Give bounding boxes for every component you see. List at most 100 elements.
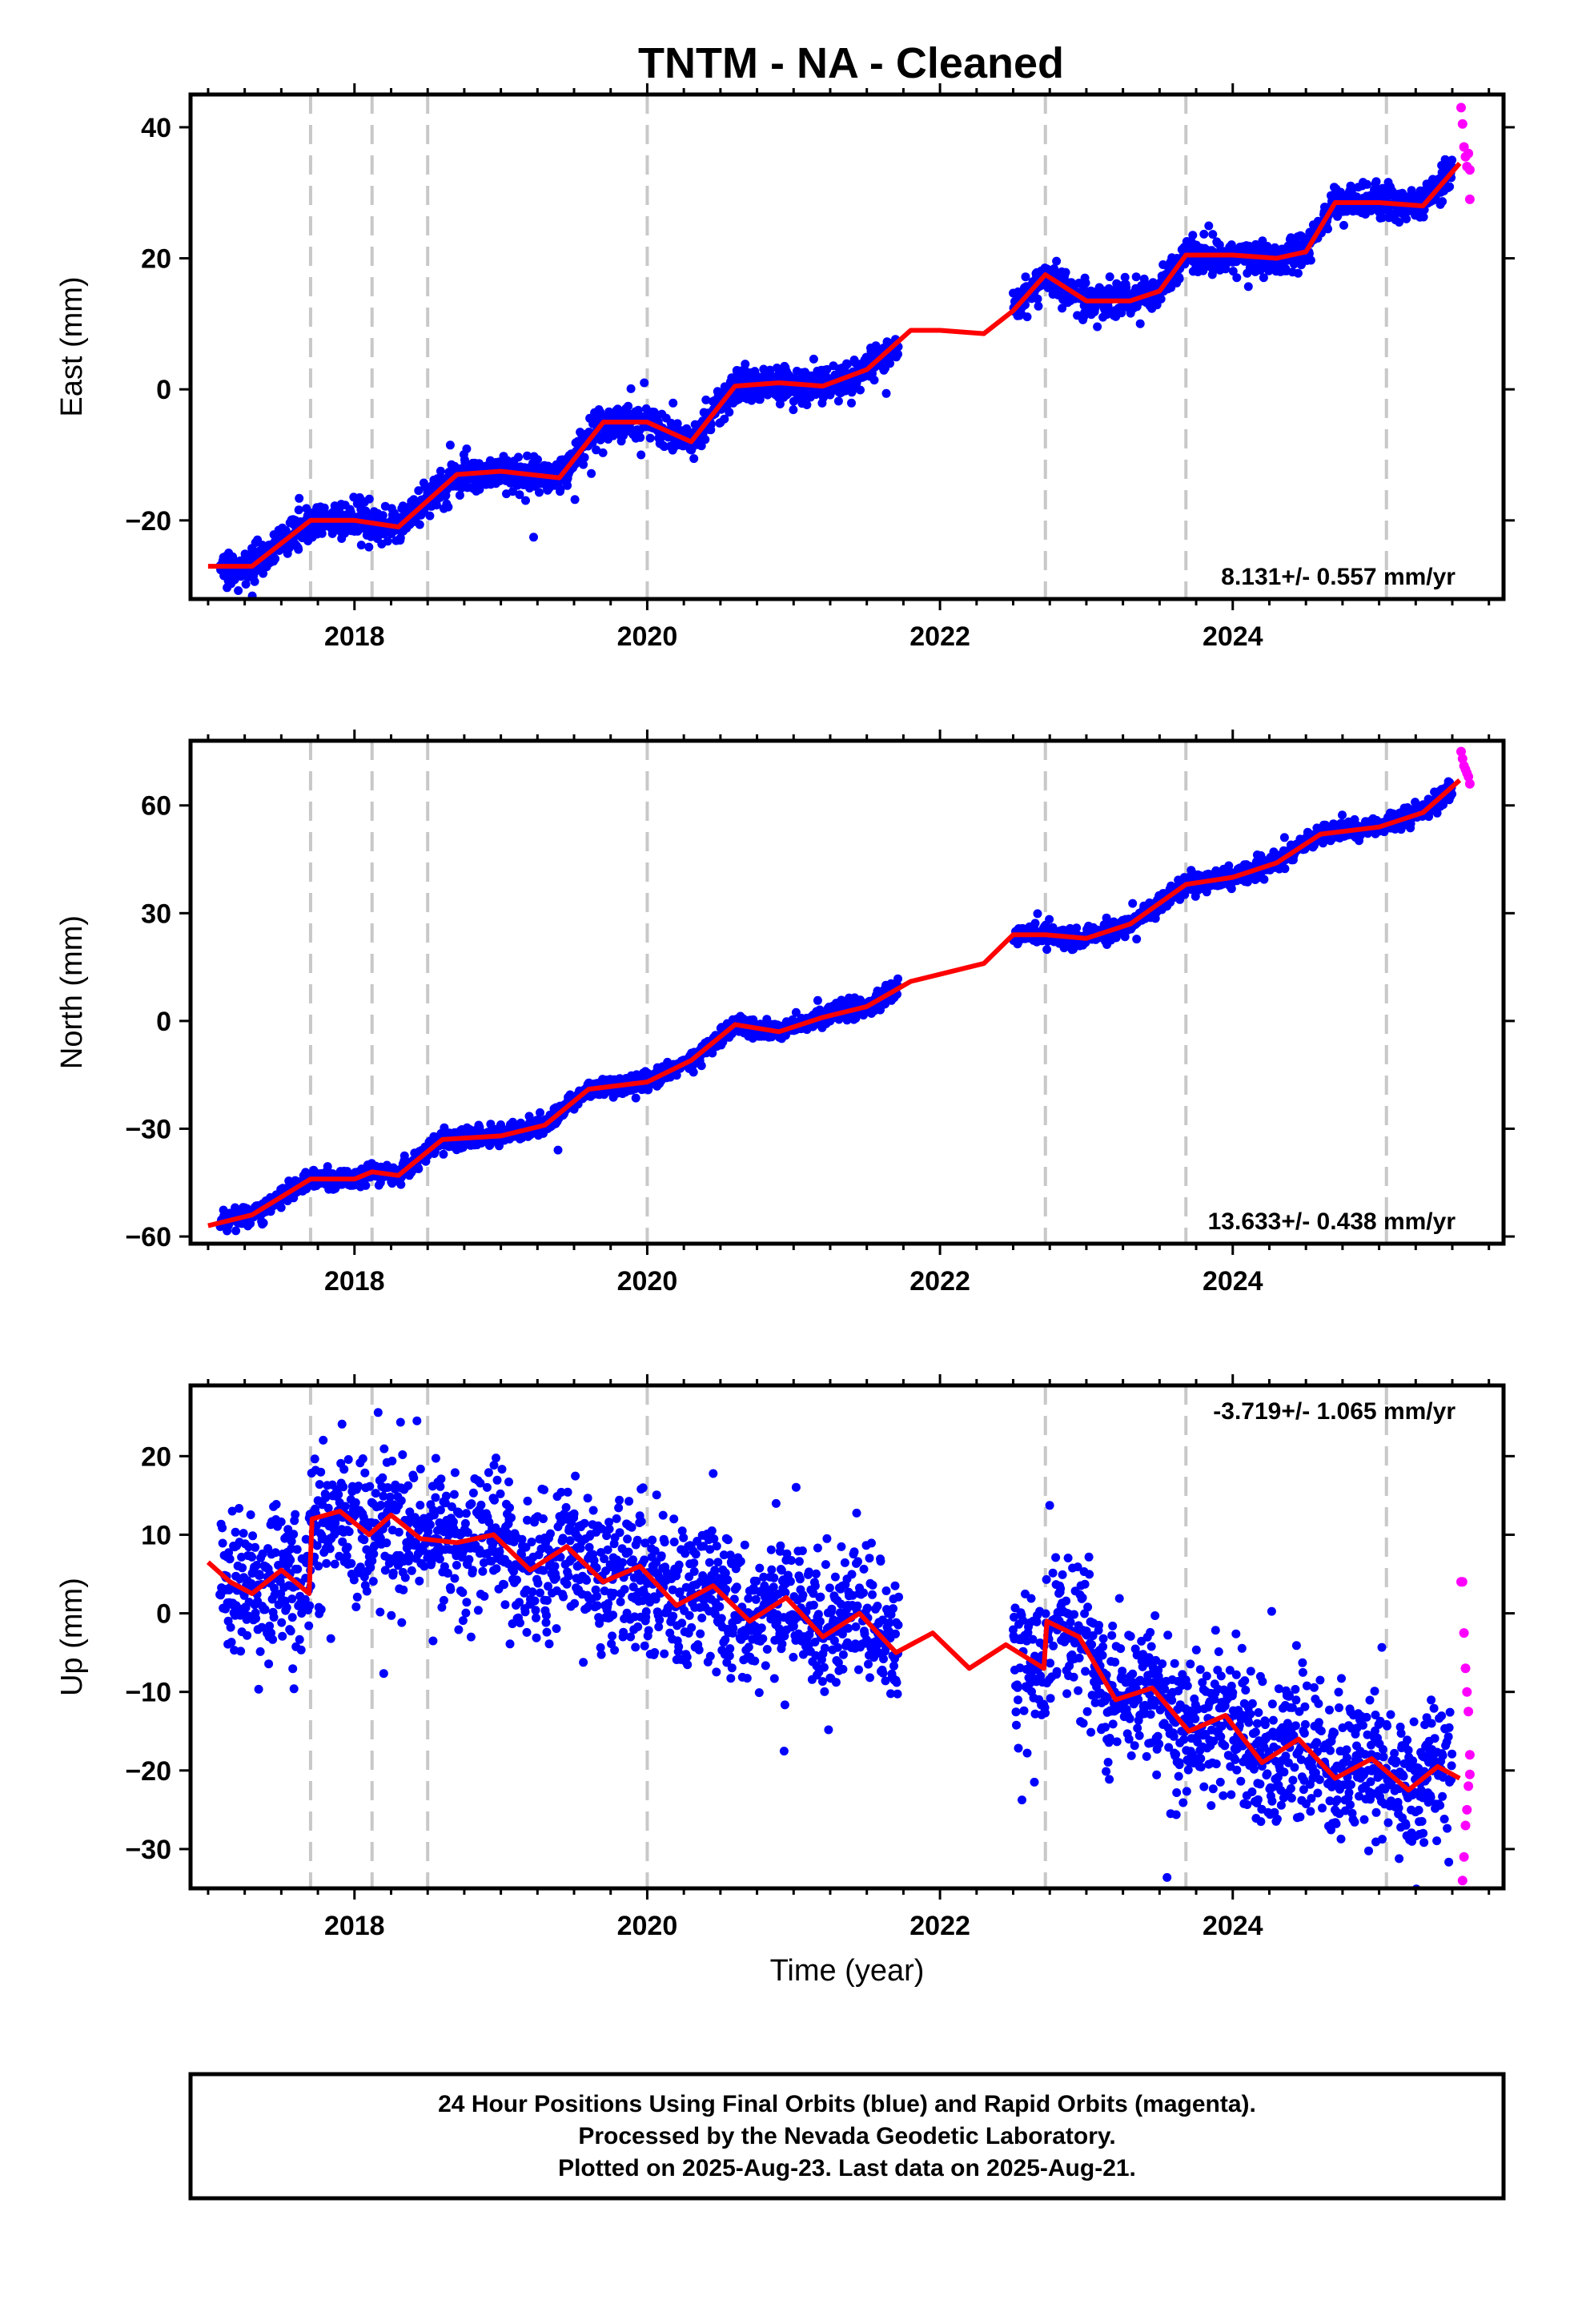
data-point <box>1419 212 1428 222</box>
data-point <box>1378 213 1387 223</box>
data-point <box>720 414 729 424</box>
data-point <box>631 1093 640 1103</box>
data-point <box>1224 861 1234 870</box>
data-point <box>636 432 645 442</box>
data-point <box>587 468 596 478</box>
data-point <box>1286 233 1295 243</box>
data-point <box>508 487 517 497</box>
data-point <box>881 388 891 398</box>
data-point <box>1093 322 1102 332</box>
data-point <box>1045 915 1054 924</box>
data-point <box>775 400 785 408</box>
data-point <box>425 511 435 521</box>
data-point <box>1280 864 1290 874</box>
y-tick-label: −20 <box>125 506 171 537</box>
data-point <box>570 495 580 505</box>
data-point <box>1445 182 1455 191</box>
rapid-point <box>1464 194 1475 204</box>
data-point <box>1120 932 1130 942</box>
data-point <box>833 396 843 406</box>
y-tick-label: 20 <box>141 244 171 275</box>
x-tick-label: 2020 <box>617 621 678 652</box>
y-tick-label: 40 <box>141 113 171 143</box>
data-point <box>259 1218 268 1228</box>
data-point <box>1263 242 1272 251</box>
data-point <box>536 1108 544 1117</box>
data-point <box>414 1164 424 1173</box>
data-point <box>1156 294 1166 304</box>
data-point <box>802 400 812 409</box>
data-point <box>1180 890 1190 899</box>
east-frame <box>188 92 1506 601</box>
data-point <box>294 545 303 554</box>
data-point <box>378 511 387 521</box>
data-point <box>669 398 678 408</box>
east-plot-area <box>207 94 1475 599</box>
data-point <box>535 488 544 497</box>
data-point <box>619 431 628 440</box>
data-point <box>1034 301 1043 311</box>
data-point <box>445 440 455 450</box>
data-point <box>1033 294 1042 304</box>
data-point <box>701 395 711 404</box>
data-point <box>1371 177 1381 187</box>
data-point <box>1030 919 1040 928</box>
data-point <box>856 385 865 395</box>
data-point <box>1293 268 1303 278</box>
data-point <box>521 496 530 505</box>
data-point <box>364 494 374 504</box>
data-point <box>1033 909 1042 919</box>
data-point <box>701 435 710 444</box>
data-point <box>1208 230 1218 239</box>
data-point <box>1402 214 1411 223</box>
data-point <box>356 541 366 550</box>
data-point <box>1199 266 1208 275</box>
x-tick-label: 2024 <box>1203 621 1263 652</box>
data-point <box>415 520 424 529</box>
data-point <box>524 1112 534 1121</box>
data-point <box>556 485 565 494</box>
data-point <box>789 405 798 415</box>
data-point <box>295 493 304 503</box>
data-point <box>1021 272 1030 282</box>
data-point <box>645 433 655 443</box>
data-point <box>1199 229 1209 239</box>
north-final-orbit-points <box>215 777 1457 1236</box>
data-point <box>1204 221 1214 231</box>
data-point <box>436 466 445 476</box>
data-point <box>1132 935 1142 944</box>
data-point <box>523 451 532 460</box>
data-point <box>1395 218 1404 227</box>
data-point <box>1139 274 1149 283</box>
data-point <box>626 384 636 393</box>
data-point <box>1243 282 1253 292</box>
data-point <box>250 577 259 586</box>
data-point <box>361 1180 371 1190</box>
data-point <box>383 537 392 546</box>
data-point <box>1339 220 1348 230</box>
data-point <box>234 586 243 595</box>
data-point <box>276 1203 286 1212</box>
data-point <box>1104 304 1114 314</box>
data-point <box>1052 256 1062 266</box>
data-point <box>598 448 608 457</box>
data-point <box>633 405 643 415</box>
figure-title: TNTM - NA - Cleaned <box>638 39 1064 87</box>
data-point <box>1135 319 1145 328</box>
data-point <box>1438 197 1447 207</box>
data-point <box>673 419 682 428</box>
data-point <box>432 501 441 510</box>
data-point <box>1432 808 1442 818</box>
data-point <box>809 354 818 364</box>
data-point <box>455 491 464 500</box>
data-point <box>592 445 601 455</box>
data-point <box>241 580 251 589</box>
data-point <box>1122 283 1131 292</box>
data-point <box>1396 825 1406 834</box>
data-point <box>462 444 472 453</box>
data-point <box>579 460 588 469</box>
north-plot-area <box>207 741 1475 1244</box>
data-point <box>231 1226 241 1236</box>
